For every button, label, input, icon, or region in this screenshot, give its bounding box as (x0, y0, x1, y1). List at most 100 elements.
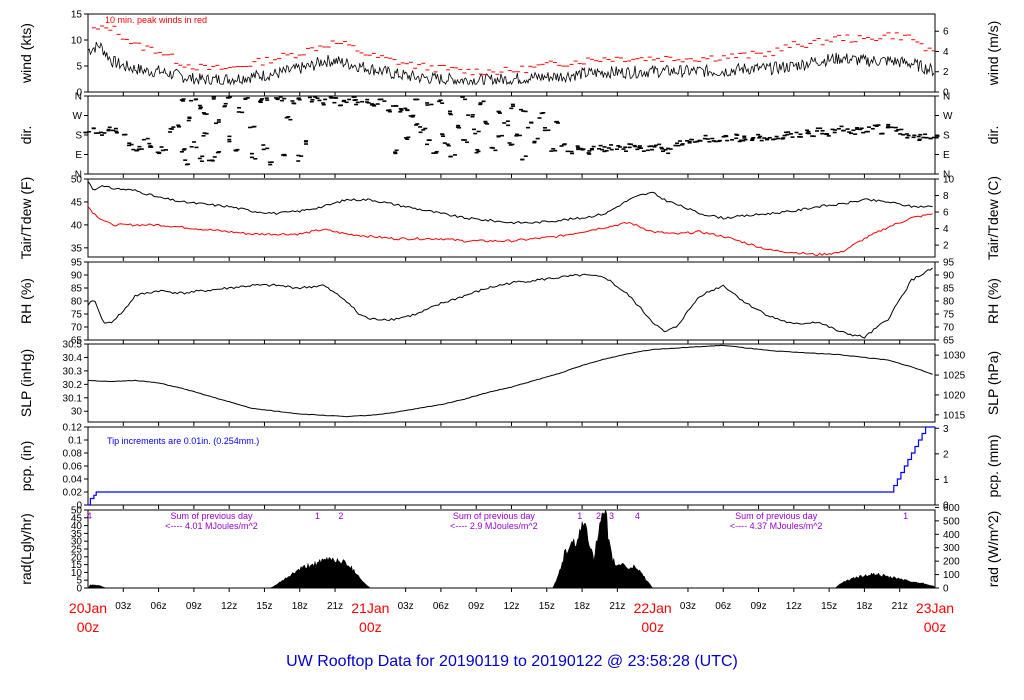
slp-tick-label-right: 1015 (943, 410, 966, 421)
time-tick-label: 21z (327, 601, 343, 612)
day-date-label: 23Jan (916, 600, 954, 616)
rad-tick-label-left: 30 (71, 537, 83, 548)
wind-tick-label-left: 5 (76, 62, 82, 73)
dir-tick-label-left: S (75, 131, 82, 142)
rad-hour-mark: 1 (315, 511, 320, 521)
slp-tick-label-left: 30.5 (63, 340, 83, 351)
rad-panel: rad(Lgly/hr) rad (W/m^2)05101520253035404… (18, 503, 1001, 595)
rh-tick-label-left: 75 (71, 310, 83, 321)
day-hour-label: 00z (77, 619, 100, 635)
rad-tick-label-right: 400 (943, 530, 960, 541)
slp-ylabel: SLP (inHg) (18, 349, 34, 417)
day-hour-label: 00z (359, 619, 382, 635)
rad-day-sum-title: Sum of previous day (170, 511, 253, 521)
dir-tick-label-left: N (75, 92, 82, 103)
rad-day-sum-value: <---- 2.9 MJoules/m^2 (450, 521, 538, 531)
rh-tick-label-right: 70 (943, 323, 955, 334)
temp-tick-label-right: 10 (943, 175, 955, 186)
day-date-label: 22Jan (634, 600, 672, 616)
temp-ylabel: Tair/Tdew (F) (18, 177, 34, 259)
rad-hour-mark: 1 (903, 511, 908, 521)
wind-annotation: 10 min. peak winds in red (105, 15, 207, 25)
pcp-panel: pcp. (in) pcp. (mm) 0 0.02 0.04 0.06 0.08 0.1 0.… (18, 423, 1001, 512)
rh-tick-label-right: 65 (943, 336, 955, 347)
rad-tick-label-right: 600 (943, 503, 960, 514)
temp-tick-label-right: 2 (943, 241, 949, 252)
time-tick-label: 06z (715, 601, 731, 612)
slp-tick-label-left: 30.2 (63, 380, 83, 391)
time-tick-label: 03z (398, 601, 414, 612)
time-tick-label: 12z (221, 601, 237, 612)
pcp-tick-label-right: 1 (943, 475, 949, 486)
rad-tick-label-right: 500 (943, 516, 960, 527)
slp-tick-label-left: 30.1 (63, 393, 83, 404)
time-tick-label: 21z (609, 601, 625, 612)
dir-tick-label-right: S (943, 131, 950, 142)
rad-tick-label-left: 40 (71, 521, 83, 532)
rad-tick-label-left: 25 (71, 545, 83, 556)
rad-tick-label-left: 5 (76, 576, 82, 587)
rad-tick-label-left: 35 (71, 529, 83, 540)
rh-tick-label-right: 95 (943, 258, 955, 269)
wind-tick-label-right: 0 (943, 88, 949, 99)
rh-frame (87, 261, 936, 341)
dir-ylabel-right: dir. (985, 126, 1001, 145)
pcp-tick-label-left: 0.1 (68, 436, 82, 447)
rad-tick-label-right: 100 (943, 570, 960, 581)
time-tick-label: 09z (468, 601, 484, 612)
time-tick-label: 09z (186, 601, 202, 612)
rh-tick-label-right: 75 (943, 310, 955, 321)
rad-day-sum-title: Sum of previous day (453, 511, 536, 521)
slp-tick-label-left: 30.3 (63, 366, 83, 377)
dir-tick-label-left: N (75, 170, 82, 181)
pcp-tick-label-right: 0 (943, 501, 949, 512)
chart-title: UW Rooftop Data for 20190119 to 20190122… (286, 653, 738, 670)
rh-tick-label-left: 95 (71, 258, 83, 269)
rad-tick-label-left: 10 (71, 568, 83, 579)
dir-tick-label-left: W (73, 111, 83, 122)
wind-mean-line (87, 41, 935, 86)
pcp-line (88, 426, 935, 506)
time-tick-label: 06z (151, 601, 167, 612)
slp-frame (87, 343, 936, 423)
dir-ylabel: dir. (18, 126, 34, 145)
temp-dew-line (87, 206, 933, 257)
pcp-tick-label-left: 0.04 (63, 475, 83, 486)
rad-day-sum-value: <---- 4.37 MJoules/m^2 (730, 521, 823, 531)
time-tick-label: 03z (680, 601, 696, 612)
rh-tick-label-left: 90 (71, 271, 83, 282)
slp-line (87, 344, 933, 418)
pcp-tick-label-left: 0.08 (63, 449, 83, 460)
temp-tick-label-left: 35 (71, 243, 83, 254)
slp-tick-label-left: 30 (71, 407, 83, 418)
rh-line (87, 267, 933, 339)
time-axis: 03z 06z 09z 12z 15z 18z 21z 03z 06z 09z 12z 15z 18z 2… (69, 600, 954, 635)
slp-ylabel-right: SLP (hPa) (985, 351, 1001, 415)
temp-tick-label-right: 6 (943, 208, 949, 219)
day-date-label: 21Jan (351, 600, 389, 616)
rad-tick-label-right: 200 (943, 557, 960, 568)
dir-tick-label-right: E (943, 150, 950, 161)
rad-day-sum-value: <---- 4.01 MJoules/m^2 (165, 521, 258, 531)
rad-tick-label-right: 300 (943, 543, 960, 554)
pcp-tick-label-right: 3 (943, 424, 949, 435)
rh-tick-label-left: 80 (71, 297, 83, 308)
dir-tick-label-left: E (75, 150, 82, 161)
rh-tick-label-left: 70 (71, 323, 83, 334)
rh-ylabel: RH (%) (18, 278, 34, 324)
time-tick-label: 12z (503, 601, 519, 612)
pcp-tick-label-left: 0 (76, 501, 82, 512)
pcp-annotation: Tip increments are 0.01in. (0.254mm.) (107, 436, 259, 446)
rh-panel: RH (%) RH (%) 65 70 75 80 85 90 95 65 70 75 80 85 90 95 (18, 258, 1001, 347)
time-tick-label: 15z (539, 601, 555, 612)
pcp-tick-label-left: 0.02 (63, 488, 83, 499)
day-hour-label: 00z (924, 619, 947, 635)
time-tick-label: 06z (433, 601, 449, 612)
wind-tick-label-left: 0 (76, 88, 82, 99)
wind-tick-label-right: 2 (943, 67, 949, 78)
rad-ylabel: rad(Lgly/hr) (18, 513, 34, 585)
rad-hour-mark: 4 (87, 511, 92, 521)
time-tick-label: 21z (892, 601, 908, 612)
